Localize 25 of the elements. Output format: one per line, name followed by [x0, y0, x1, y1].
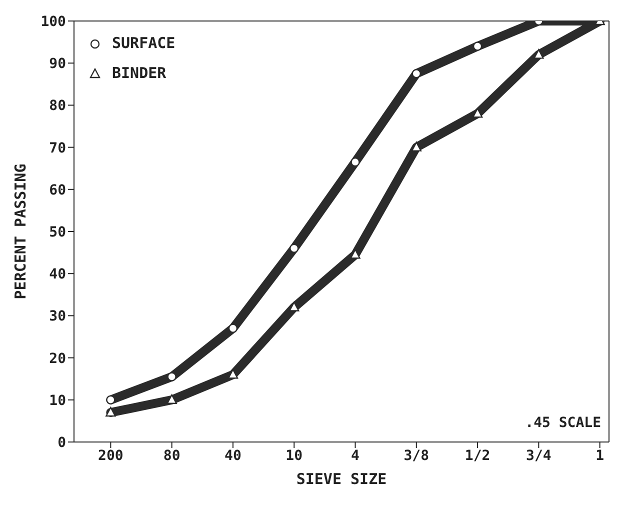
y-tick-label: 100: [40, 14, 66, 30]
x-tick-label: 3/8: [404, 448, 430, 464]
x-tick-label: 10: [286, 448, 303, 464]
x-axis-title: SIEVE SIZE: [296, 470, 387, 488]
x-tick-label: 1/2: [464, 448, 490, 464]
x-tick-label: 3/4: [526, 448, 552, 464]
y-tick-label: 30: [49, 308, 66, 325]
y-tick-label: 50: [49, 224, 66, 240]
x-tick-label: 4: [351, 448, 360, 464]
x-tick-label: 80: [163, 448, 180, 464]
legend-label: BINDER: [112, 64, 166, 82]
x-tick-label: 200: [98, 448, 124, 464]
y-tick-label: 60: [49, 182, 66, 198]
x-tick-label: 1: [596, 448, 604, 464]
y-tick-label: 90: [49, 56, 66, 72]
x-tick-label: 40: [224, 448, 242, 464]
y-tick-label: 80: [49, 98, 66, 114]
y-tick-label: 20: [49, 350, 66, 367]
y-tick-label: 10: [49, 392, 66, 409]
annotation: .45 SCALE: [522, 414, 604, 432]
y-tick-label: 70: [49, 140, 66, 156]
legend-label: SURFACE: [112, 34, 176, 52]
y-axis-title: PERCENT PASSING: [11, 164, 30, 300]
y-tick-label: 40: [49, 266, 66, 283]
y-tick-label: 0: [58, 434, 66, 451]
